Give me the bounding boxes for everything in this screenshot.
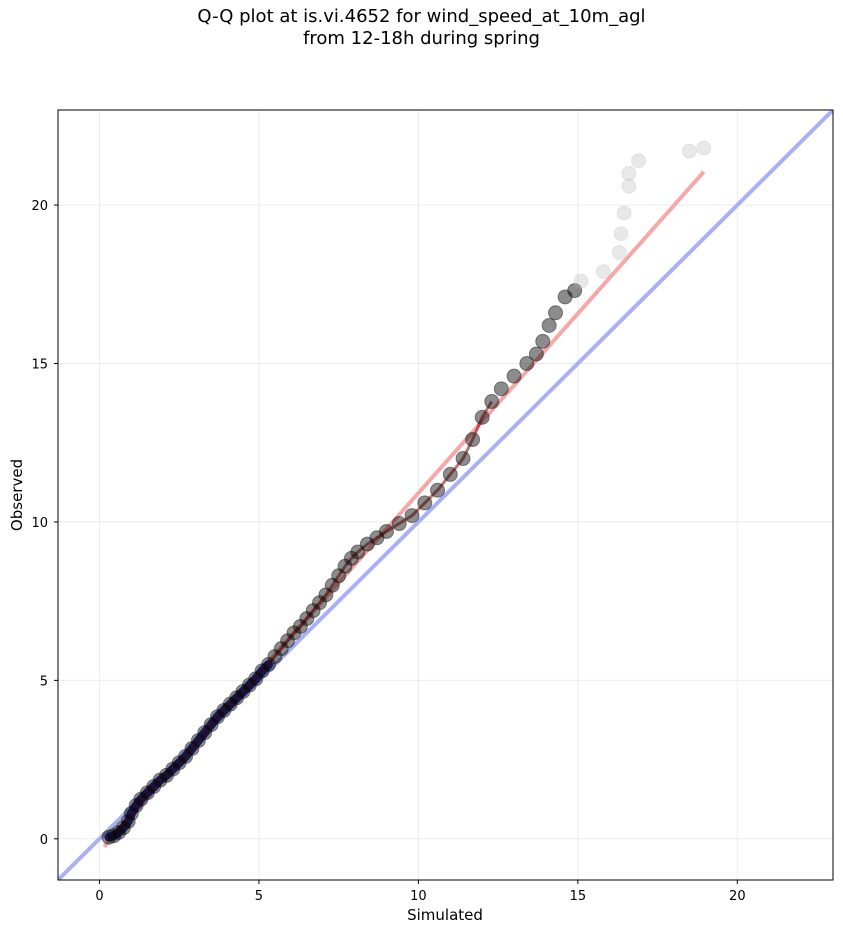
data-point (254, 663, 270, 679)
grid (58, 110, 833, 880)
data-point (506, 368, 522, 384)
data-point (222, 696, 238, 712)
x-tick-label: 15 (570, 889, 587, 904)
data-point (260, 657, 276, 673)
data-point (235, 683, 251, 699)
data-point (573, 273, 589, 289)
data-point (465, 432, 481, 448)
data-point (613, 226, 629, 242)
data-point (528, 346, 544, 362)
data-point (519, 355, 535, 371)
data-points (101, 140, 712, 845)
data-point (595, 264, 611, 280)
data-point (197, 725, 213, 741)
data-point (203, 717, 219, 733)
data-point (146, 779, 162, 795)
x-axis-label: Simulated (407, 906, 483, 924)
y-tick-label: 0 (40, 833, 48, 848)
data-point (493, 381, 509, 397)
data-point (630, 153, 646, 169)
data-point (312, 595, 328, 611)
data-point (216, 702, 232, 718)
data-point (541, 317, 557, 333)
x-tick-label: 0 (95, 889, 103, 904)
data-point (267, 649, 283, 665)
chart-title-line-2: from 12-18h during spring (303, 28, 540, 49)
data-point (178, 748, 194, 764)
data-point (133, 791, 149, 807)
data-point (391, 516, 407, 532)
data-point (430, 482, 446, 498)
y-tick-label: 10 (31, 516, 48, 531)
data-point (305, 603, 321, 619)
data-point (337, 558, 353, 574)
data-point (616, 205, 632, 221)
data-point (350, 544, 366, 560)
data-point (343, 550, 359, 566)
x-tick-label: 10 (410, 889, 427, 904)
data-point (229, 690, 245, 706)
data-point (171, 755, 187, 771)
data-point (442, 466, 458, 482)
axis-ticks: 0 5 10 15 20 0 5 10 15 20 (31, 199, 745, 904)
data-point (621, 165, 637, 181)
data-point (417, 495, 433, 511)
data-point (484, 394, 500, 410)
data-point (299, 611, 315, 627)
data-point (681, 143, 697, 159)
y-axis-label: Observed (8, 459, 26, 531)
data-point (280, 633, 296, 649)
data-point (184, 740, 200, 756)
data-point (404, 508, 420, 524)
data-point (190, 733, 206, 749)
data-point (474, 409, 490, 425)
data-point (621, 178, 637, 194)
data-point (123, 805, 139, 821)
data-point (273, 641, 289, 657)
data-point (139, 785, 155, 801)
x-tick-label: 20 (729, 889, 746, 904)
x-tick-label: 5 (255, 889, 263, 904)
data-point (567, 283, 583, 299)
data-point (241, 677, 257, 693)
data-point (696, 140, 712, 156)
data-point (378, 523, 394, 539)
y-tick-label: 5 (40, 674, 48, 689)
plot-frame (57, 109, 834, 881)
y-tick-label: 15 (31, 357, 48, 372)
data-point (611, 245, 627, 261)
chart-title-line-1: Q-Q plot at is.vi.4652 for wind_speed_at… (197, 6, 646, 27)
data-point (548, 305, 564, 321)
data-point (158, 767, 174, 783)
data-point (120, 813, 136, 829)
data-point (286, 625, 302, 641)
data-point (248, 671, 264, 687)
data-point (535, 333, 551, 349)
data-point (209, 709, 225, 725)
data-point (292, 619, 308, 635)
data-point (165, 761, 181, 777)
y-tick-label: 20 (31, 199, 48, 214)
chart-title: Q-Q plot at is.vi.4652 for wind_speed_at… (0, 6, 843, 50)
data-point (455, 451, 471, 467)
